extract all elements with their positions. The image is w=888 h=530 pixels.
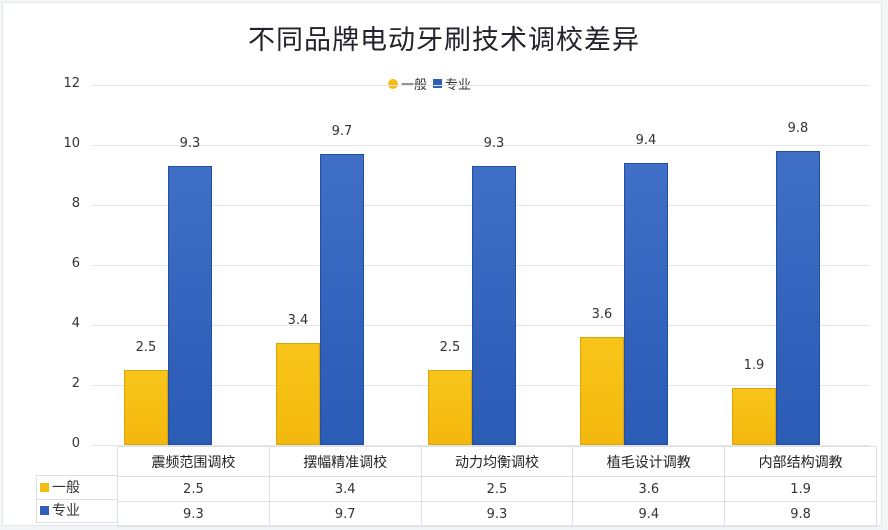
- gridline: [92, 445, 870, 446]
- table-cell: 9.3: [420, 501, 574, 527]
- y-tick-label: 10: [63, 136, 80, 151]
- data-label: 9.4: [635, 133, 657, 148]
- gridline: [92, 145, 870, 146]
- bar-general: [276, 343, 320, 445]
- legend-label: 专业: [445, 78, 472, 93]
- gridline: [92, 85, 870, 86]
- table-cell: 2.5: [420, 476, 574, 502]
- legend-label: 一般: [401, 78, 428, 93]
- bar-professional: [320, 154, 364, 445]
- category-label: 动力均衡调校: [420, 446, 574, 477]
- legend-circle-icon: [388, 78, 398, 89]
- table-cell: 3.4: [268, 476, 422, 502]
- data-label: 3.4: [287, 313, 309, 328]
- table-row-header-professional: 专业: [40, 500, 80, 520]
- bar-general: [124, 370, 168, 445]
- category-label: 摆幅精准调校: [268, 446, 422, 477]
- legend-item-general: 一般: [388, 74, 427, 93]
- legend-item-professional: 专业: [433, 74, 471, 93]
- table-cell: 2.5: [117, 476, 270, 502]
- table-cell: 1.9: [724, 476, 877, 502]
- bar-professional: [624, 163, 668, 445]
- data-table: 震频范围调校 摆幅精准调校 动力均衡调校 植毛设计调教 内部结构调教 2.5 3…: [117, 446, 877, 527]
- bar-general: [580, 337, 624, 445]
- bar-professional: [168, 166, 212, 445]
- table-cell: 9.4: [572, 501, 726, 527]
- y-tick-label: 6: [71, 256, 80, 271]
- table-row-header-box: [36, 475, 117, 523]
- bar-professional: [472, 166, 516, 445]
- bar-general: [428, 370, 472, 445]
- bar-professional: [776, 151, 820, 445]
- table-cell: 9.8: [724, 501, 877, 527]
- category-label: 植毛设计调教: [572, 446, 726, 477]
- y-tick-label: 8: [71, 196, 80, 211]
- data-label: 3.6: [591, 307, 613, 322]
- data-label: 9.8: [787, 121, 809, 136]
- y-tick-label: 12: [63, 76, 80, 91]
- data-label: 2.5: [135, 340, 157, 355]
- y-tick-label: 0: [71, 436, 80, 451]
- table-cell: 9.3: [117, 501, 270, 527]
- bar-general: [732, 388, 776, 445]
- table-row-general: 2.5 3.4 2.5 3.6 1.9: [117, 476, 877, 502]
- y-tick-label: 4: [71, 316, 80, 331]
- data-label: 1.9: [743, 358, 765, 373]
- row-header-label: 一般: [52, 480, 80, 496]
- data-label: 2.5: [439, 340, 461, 355]
- data-label: 9.3: [483, 136, 505, 151]
- legend: 一般 专业: [388, 74, 471, 93]
- table-cell: 9.7: [268, 501, 422, 527]
- y-tick-label: 2: [71, 376, 80, 391]
- category-label: 震频范围调校: [117, 446, 270, 477]
- data-label: 9.7: [331, 124, 353, 139]
- table-cell: 3.6: [572, 476, 726, 502]
- table-row-professional: 9.3 9.7 9.3 9.4 9.8: [117, 501, 877, 527]
- legend-square-icon: [40, 505, 49, 515]
- table-row-header-general: 一般: [40, 477, 80, 497]
- category-row: 震频范围调校 摆幅精准调校 动力均衡调校 植毛设计调教 内部结构调教: [117, 446, 877, 477]
- data-label: 9.3: [179, 136, 201, 151]
- legend-square-icon: [40, 482, 49, 492]
- row-header-label: 专业: [52, 503, 80, 519]
- chart-title: 不同品牌电动牙刷技术调校差异: [248, 25, 640, 56]
- category-label: 内部结构调教: [724, 446, 877, 477]
- legend-square-icon: [433, 79, 443, 88]
